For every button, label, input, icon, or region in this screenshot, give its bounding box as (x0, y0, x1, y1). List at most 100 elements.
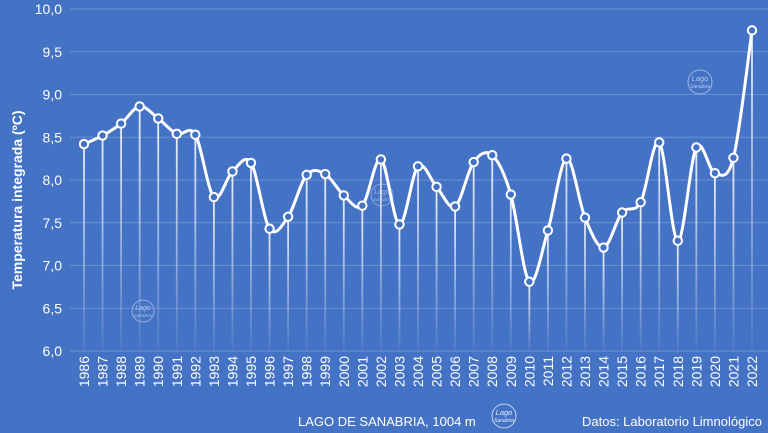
y-tick-label: 6,5 (43, 300, 63, 316)
x-tick-label: 2001 (354, 356, 370, 387)
y-tick-label: 9,0 (43, 87, 63, 103)
drop-line (287, 216, 290, 351)
x-tick-label: 2018 (670, 356, 686, 387)
data-point (115, 118, 127, 129)
data-point (449, 201, 461, 212)
y-tick-label: 8,0 (43, 172, 63, 188)
drop-line (528, 281, 531, 351)
drop-line (454, 206, 457, 351)
logo-text-sanabria: Sanabria (134, 313, 153, 318)
x-tick-label: 2017 (651, 356, 667, 387)
drop-line (584, 217, 586, 351)
x-tick-label: 1986 (76, 356, 92, 387)
data-point (598, 242, 609, 253)
x-tick-label: 1987 (95, 356, 111, 387)
drop-line (676, 240, 679, 351)
drop-line (621, 212, 624, 351)
x-tick-label: 1995 (243, 356, 259, 387)
x-tick-label: 1998 (299, 356, 315, 387)
x-tick-label: 2005 (429, 356, 445, 387)
logo-text-lago: Lago (496, 408, 513, 417)
x-tick-label: 2021 (725, 356, 741, 387)
y-axis-label: Temperatura integrada (ºC) (9, 110, 25, 289)
data-point (487, 150, 498, 161)
logo-text-lago: Lago (135, 305, 151, 312)
x-tick-label: 1994 (224, 356, 240, 387)
drop-line (268, 228, 271, 351)
data-point (468, 156, 479, 168)
data-point (301, 169, 312, 181)
drop-line (732, 157, 735, 351)
drop-line (751, 30, 753, 351)
drop-line (491, 155, 494, 351)
drop-line (342, 195, 345, 351)
data-point (579, 212, 591, 223)
logo-watermark-3: Lago Sanabria (687, 69, 713, 95)
data-point (728, 152, 739, 163)
y-tick-label: 6,0 (43, 343, 63, 359)
logo-text-sanabria: Sanabria (690, 84, 710, 90)
data-point (505, 189, 516, 200)
x-tick-label: 2003 (391, 356, 407, 387)
footer-location: LAGO DE SANABRIA, 1004 m (298, 414, 476, 429)
data-point (561, 153, 572, 164)
drop-line (138, 106, 141, 351)
x-tick-label: 2012 (558, 356, 574, 387)
drop-line (546, 230, 549, 351)
drop-line (417, 166, 419, 351)
logo-watermark-4: Lago Sanabria (491, 403, 517, 429)
y-tick-label: 8,5 (43, 129, 63, 145)
y-tick-label: 7,5 (43, 215, 63, 231)
data-point (691, 142, 702, 153)
drop-line (101, 135, 104, 351)
data-point (153, 113, 164, 124)
data-point (672, 235, 683, 246)
drop-line (695, 147, 698, 351)
drop-line (231, 171, 234, 351)
data-point (394, 219, 405, 230)
x-tick-label: 1991 (169, 356, 185, 387)
y-tick-label: 9,5 (43, 44, 63, 60)
drop-line (324, 174, 327, 351)
drop-line (398, 224, 401, 351)
drop-line (194, 134, 197, 351)
x-tick-label: 2004 (410, 356, 426, 387)
x-tick-label: 1990 (150, 356, 166, 387)
drop-line (658, 142, 661, 351)
drop-line (472, 162, 475, 351)
drop-line (83, 144, 85, 351)
y-tick-label: 7,0 (43, 258, 63, 274)
data-point (654, 137, 665, 148)
data-point (134, 101, 145, 112)
logo-text-lago: Lago (692, 74, 709, 83)
drop-line (305, 174, 308, 351)
x-tick-label: 2016 (633, 356, 649, 387)
footer-source: Datos: Laboratorio Limnológico (582, 414, 762, 429)
data-point (542, 225, 554, 236)
logo-text-sanabria: Sanabria (373, 197, 392, 202)
x-tick-label: 2013 (577, 356, 593, 387)
x-tick-label: 2000 (336, 356, 352, 387)
logo-text-lago: Lago (374, 189, 390, 196)
x-tick-label: 1997 (280, 356, 296, 387)
data-point (412, 161, 424, 172)
data-point (227, 166, 238, 177)
x-tick-label: 2008 (484, 356, 500, 387)
drop-line (435, 186, 438, 351)
x-tick-label: 2010 (521, 356, 537, 387)
data-point (357, 200, 368, 211)
x-tick-label: 1999 (317, 356, 333, 387)
data-point (208, 191, 220, 203)
drop-line (639, 202, 642, 351)
data-point (320, 168, 331, 180)
data-point (375, 154, 387, 165)
drop-line (212, 197, 215, 351)
x-tick-label: 2009 (503, 356, 519, 387)
drop-line (713, 173, 716, 351)
x-tick-label: 1992 (187, 356, 203, 387)
x-tick-label: 2019 (688, 356, 704, 387)
x-tick-label: 2011 (540, 356, 556, 386)
drop-line (250, 162, 252, 351)
data-point (431, 181, 442, 193)
